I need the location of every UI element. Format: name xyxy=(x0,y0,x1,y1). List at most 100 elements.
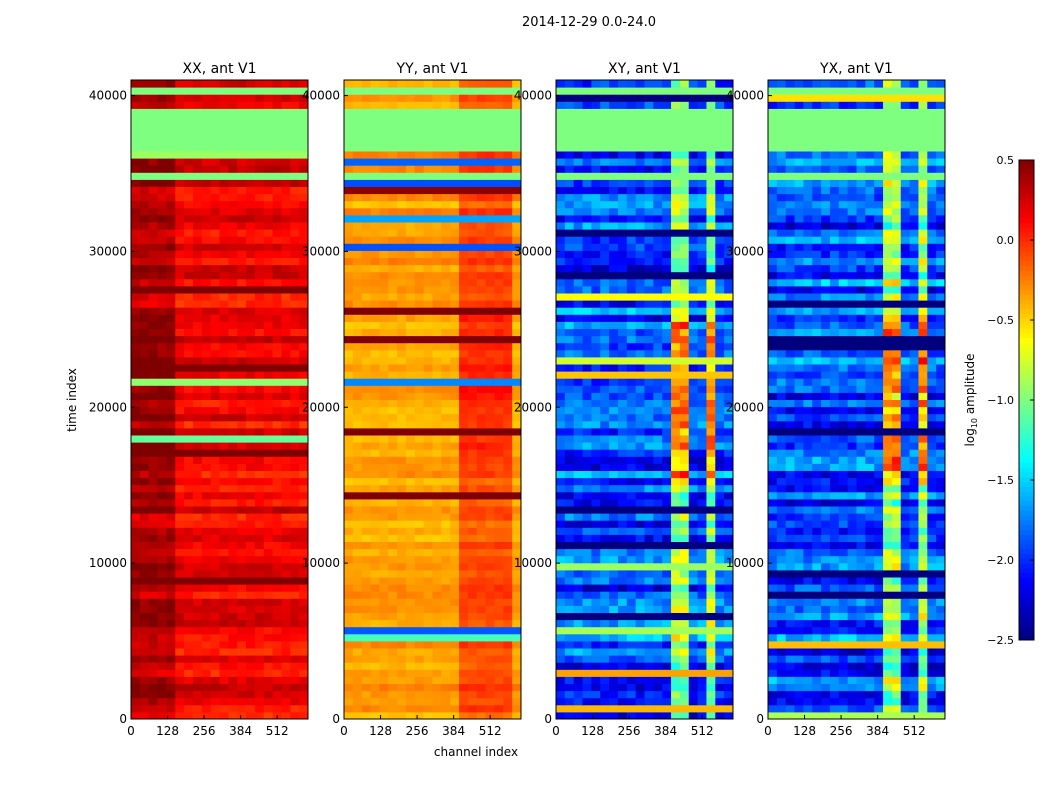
heatmap-cell xyxy=(166,541,176,550)
heatmap-cell xyxy=(582,243,592,251)
heatmap-cell xyxy=(609,463,619,471)
heatmap-cell xyxy=(582,626,592,635)
heatmap-cell xyxy=(344,612,354,621)
heatmap-cell xyxy=(591,577,601,585)
heatmap-cell xyxy=(423,562,433,571)
heatmap-cell xyxy=(600,534,610,542)
heatmap-cell xyxy=(192,449,203,457)
heatmap-cell xyxy=(299,591,309,599)
heatmap-cell xyxy=(352,577,363,585)
heatmap-cell xyxy=(635,321,645,329)
heatmap-cell xyxy=(352,229,363,237)
heatmap-cell xyxy=(379,534,389,542)
heatmap-cell xyxy=(441,605,451,613)
heatmap-cell xyxy=(157,704,167,713)
heatmap-cell xyxy=(246,704,256,713)
heatmap-cell xyxy=(600,605,610,613)
heatmap-cell xyxy=(166,364,176,372)
heatmap-cell xyxy=(564,612,575,621)
heatmap-cell xyxy=(697,427,707,436)
heatmap-cell xyxy=(459,108,469,116)
heatmap-cell xyxy=(512,555,522,564)
heatmap-cell xyxy=(600,413,610,422)
heatmap-cell xyxy=(494,662,504,670)
heatmap-cell xyxy=(405,548,416,557)
heatmap-cell xyxy=(166,690,176,699)
heatmap-cell xyxy=(423,569,433,578)
heatmap-cell xyxy=(564,356,575,365)
heatmap-cell xyxy=(485,676,495,684)
heatmap-cell xyxy=(441,101,451,109)
heatmap-cell xyxy=(600,619,610,628)
heatmap-cell xyxy=(467,151,478,159)
heatmap-cell xyxy=(635,371,645,379)
heatmap-cell xyxy=(450,300,460,308)
heatmap-cell xyxy=(441,307,451,315)
heatmap-cell xyxy=(459,285,469,294)
heatmap-cell xyxy=(679,307,690,315)
heatmap-cell xyxy=(237,328,247,337)
heatmap-cell xyxy=(192,463,203,471)
heatmap-cell xyxy=(564,626,575,635)
heatmap-cell xyxy=(148,172,159,180)
heatmap-cell xyxy=(582,293,592,301)
heatmap-cell xyxy=(361,626,372,635)
heatmap-cell xyxy=(299,321,309,329)
heatmap-cell xyxy=(148,456,159,464)
heatmap-cell xyxy=(662,704,672,713)
heatmap-cell xyxy=(591,321,601,329)
heatmap-cell xyxy=(556,356,566,365)
heatmap-cell xyxy=(467,356,478,365)
heatmap-cell xyxy=(450,697,460,706)
heatmap-cell xyxy=(228,200,238,209)
heatmap-cell xyxy=(361,442,372,450)
heatmap-cell xyxy=(485,321,495,329)
heatmap-cell xyxy=(254,129,265,138)
heatmap-cell xyxy=(564,349,575,358)
heatmap-cell xyxy=(379,342,389,351)
heatmap-cell xyxy=(679,711,690,720)
heatmap-cell xyxy=(582,484,592,493)
heatmap-cell xyxy=(724,648,734,656)
heatmap-cell xyxy=(210,676,220,684)
heatmap-cell xyxy=(344,704,354,713)
heatmap-cell xyxy=(485,236,495,244)
heatmap-cell xyxy=(564,569,575,578)
heatmap-cell xyxy=(688,321,699,329)
heatmap-cell xyxy=(635,598,645,606)
heatmap-cell xyxy=(344,690,354,699)
heatmap-cell xyxy=(476,506,487,514)
heatmap-cell xyxy=(556,435,566,443)
heatmap-cell xyxy=(609,548,619,557)
heatmap-cell xyxy=(352,186,363,195)
heatmap-cell xyxy=(688,655,699,663)
heatmap-cell xyxy=(157,456,167,464)
heatmap-cell xyxy=(379,257,389,266)
heatmap-cell xyxy=(432,612,442,621)
heatmap-cell xyxy=(201,314,212,322)
heatmap-cell xyxy=(246,676,256,684)
heatmap-cell xyxy=(201,697,212,706)
heatmap-cell xyxy=(131,143,141,152)
heatmap-cell xyxy=(494,165,504,173)
heatmap-cell xyxy=(210,612,220,621)
heatmap-cell xyxy=(724,285,734,294)
heatmap-cell xyxy=(706,541,716,550)
heatmap-cell xyxy=(405,498,416,507)
heatmap-cell xyxy=(715,477,725,486)
heatmap-cell xyxy=(564,278,575,287)
heatmap-cell xyxy=(210,129,220,138)
heatmap-cell xyxy=(476,122,487,131)
heatmap-cell xyxy=(228,626,238,635)
heatmap-cell xyxy=(653,470,663,479)
heatmap-cell xyxy=(184,214,194,223)
heatmap-cell xyxy=(414,584,425,592)
heatmap-cell xyxy=(724,584,734,592)
heatmap-cell xyxy=(139,527,150,535)
heatmap-cell xyxy=(405,626,416,635)
heatmap-cell xyxy=(192,577,203,585)
heatmap-cell xyxy=(210,364,220,372)
heatmap-cell xyxy=(476,257,487,266)
heatmap-cell xyxy=(175,222,185,230)
heatmap-cell xyxy=(591,527,601,535)
